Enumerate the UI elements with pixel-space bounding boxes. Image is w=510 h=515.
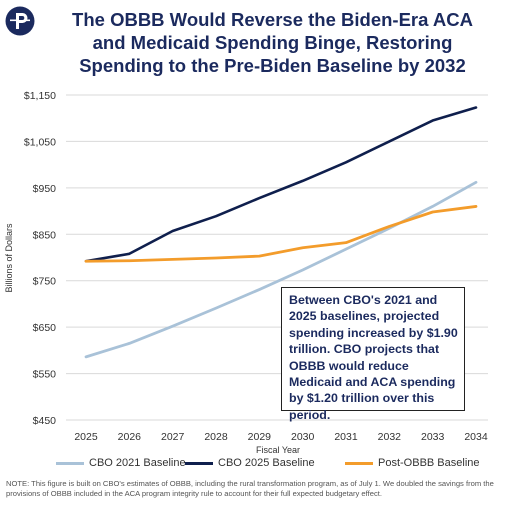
legend-swatch-post-obbb [345, 461, 373, 465]
legend-swatch-cbo-2025 [185, 461, 213, 465]
legend-label-cbo-2021: CBO 2021 Baseline [89, 457, 186, 469]
x-tick-label: 2033 [421, 431, 445, 443]
x-tick-label: 2025 [74, 431, 98, 443]
y-tick-label: $750 [33, 276, 57, 288]
title-line-3: Spending to the Pre-Biden Baseline by 20… [79, 55, 466, 76]
y-tick-label: $550 [33, 369, 57, 381]
y-tick-label: $650 [33, 322, 57, 334]
x-tick-label: 2032 [378, 431, 402, 443]
y-axis-title: Billions of Dollars [4, 223, 14, 293]
title-line-1: The OBBB Would Reverse the Biden-Era ACA [72, 9, 473, 30]
series-line-cbo-2021-baseline [84, 180, 478, 359]
x-tick-label: 2028 [204, 431, 228, 443]
legend-swatch-cbo-2021 [56, 461, 84, 465]
x-tick-label: 2030 [291, 431, 315, 443]
chart-note: NOTE: This figure is built on CBO's esti… [6, 479, 494, 498]
x-tick-label: 2029 [248, 431, 272, 443]
legend-item-post-obbb: Post-OBBB Baseline [345, 457, 480, 469]
series-line-post-obbb-baseline [84, 205, 478, 263]
y-tick-label: $1,150 [24, 90, 56, 102]
title-line-2: and Medicaid Spending Binge, Restoring [92, 32, 453, 53]
series-line-cbo-2025-baseline [84, 106, 478, 263]
y-tick-label: $450 [33, 415, 57, 427]
legend-label-post-obbb: Post-OBBB Baseline [378, 457, 480, 469]
legend-item-cbo-2025: CBO 2025 Baseline [185, 457, 315, 469]
x-axis-title: Fiscal Year [256, 445, 300, 455]
x-tick-label: 2026 [118, 431, 142, 443]
y-tick-label: $850 [33, 229, 57, 241]
x-tick-label: 2031 [334, 431, 358, 443]
x-tick-label: 2027 [161, 431, 185, 443]
legend-label-cbo-2025: CBO 2025 Baseline [218, 457, 315, 469]
paragon-p-logo-icon [5, 6, 35, 36]
y-tick-label: $1,050 [24, 136, 56, 148]
legend: CBO 2021 Baseline CBO 2025 Baseline Post… [0, 457, 510, 473]
chart-title: The OBBB Would Reverse the Biden-Era ACA… [40, 8, 505, 77]
legend-item-cbo-2021: CBO 2021 Baseline [56, 457, 186, 469]
x-tick-label: 2034 [464, 431, 488, 443]
y-tick-label: $950 [33, 183, 57, 195]
annotation-box: Between CBO's 2021 and 2025 baselines, p… [281, 287, 465, 422]
